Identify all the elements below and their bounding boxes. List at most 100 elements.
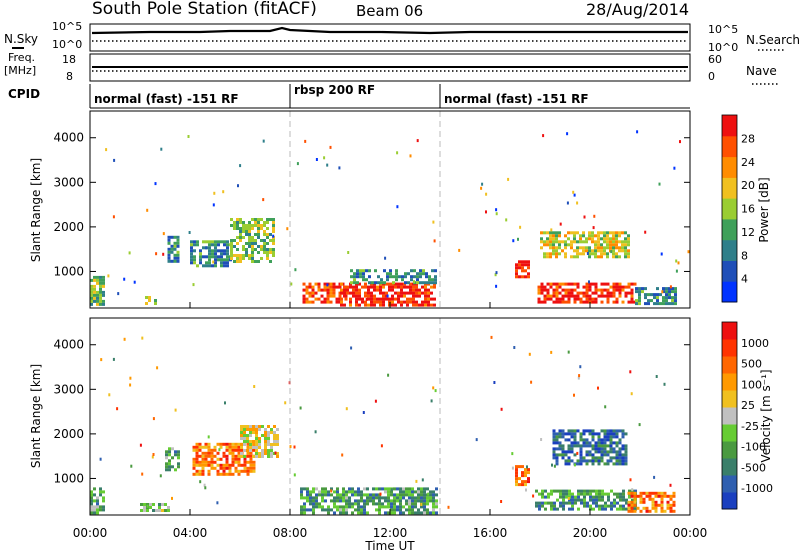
heatmap-cell (609, 441, 613, 445)
heatmap-cell (305, 300, 309, 304)
heatmap-cell (243, 443, 246, 446)
heatmap-cell (419, 281, 422, 285)
heatmap-cell (372, 499, 375, 503)
heatmap-cell (613, 498, 616, 502)
heatmap-cell (176, 259, 180, 263)
heatmap-cell (555, 237, 558, 241)
heatmap-cell (597, 294, 601, 298)
heatmap-cell (257, 227, 260, 230)
heatmap-cell (190, 255, 193, 259)
heatmap-cell (96, 293, 99, 297)
heatmap-cell (93, 505, 96, 509)
heatmap-cell (93, 493, 96, 497)
colorbar-swatch (722, 135, 737, 158)
heatmap-cell (627, 252, 630, 256)
heatmap-cell (402, 493, 405, 497)
heatmap-cell (222, 442, 226, 446)
heatmap-cell (555, 432, 559, 436)
heatmap-cell (267, 449, 270, 452)
heatmap-cell (610, 501, 613, 505)
heatmap-cell (594, 234, 597, 238)
heatmap-cell (202, 246, 205, 250)
heatmap-cell (552, 234, 555, 238)
heatmap-cell (573, 249, 576, 253)
heatmap-cell (669, 509, 673, 513)
heatmap-cell (231, 448, 235, 452)
heatmap-cell (378, 487, 381, 491)
heatmap-cell (324, 493, 327, 497)
heatmap-cell (549, 252, 552, 256)
heatmap-cell (435, 505, 438, 509)
heatmap-cell (214, 261, 217, 265)
heatmap-cell (330, 493, 333, 497)
heatmap-cell (342, 487, 345, 491)
heatmap-cell (568, 492, 571, 496)
heatmap-cell (93, 299, 96, 303)
heatmap-cell (234, 448, 238, 452)
heatmap-cell (606, 450, 610, 454)
heatmap-cell (102, 496, 105, 500)
heatmap-cell (382, 303, 385, 307)
heatmap-cell (329, 282, 333, 286)
heatmap-cell (547, 492, 550, 496)
heatmap-cell (236, 218, 239, 221)
heatmap-cell (370, 297, 373, 301)
heatmap-cell (515, 275, 518, 279)
heatmap-cell (396, 487, 399, 491)
heatmap-cell (219, 445, 223, 449)
heatmap-cell (624, 240, 627, 244)
heatmap-cell (321, 499, 324, 503)
heatmap-cell (376, 297, 379, 301)
heatmap-cell (205, 264, 208, 268)
heatmap-cell (263, 224, 266, 227)
heatmap-cell (266, 254, 269, 257)
heatmap-cell (622, 489, 625, 493)
heatmap-cell (320, 288, 324, 292)
heatmap-cell (192, 460, 196, 464)
heatmap-cell (270, 446, 273, 449)
heatmap-cell (236, 224, 239, 227)
heatmap-cell (173, 259, 177, 263)
heatmap-cell (327, 493, 330, 497)
heatmap-cell (204, 442, 208, 446)
heatmap-cell (618, 288, 622, 292)
heatmap-cell (248, 242, 251, 245)
heatmap-cell (190, 261, 193, 265)
heatmap-cell (546, 282, 550, 286)
heatmap-cell (654, 500, 658, 504)
heatmap-cell (251, 236, 254, 239)
heatmap-cell (515, 477, 518, 481)
heatmap-cell (567, 243, 570, 247)
heatmap-cell (237, 457, 241, 461)
heatmap-cell (359, 269, 362, 273)
heatmap-cell (90, 508, 93, 512)
heatmap-cell (340, 288, 343, 292)
heatmap-cell (627, 506, 631, 510)
heatmap-cell (171, 456, 174, 460)
heatmap-cell (314, 430, 317, 434)
heatmap-cell (276, 428, 279, 431)
heatmap-cell (435, 502, 438, 506)
heatmap-cell (355, 297, 358, 301)
heatmap-cell (171, 496, 173, 500)
heatmap-cell (269, 260, 272, 263)
heatmap-cell (588, 252, 591, 256)
heatmap-cell (335, 300, 339, 304)
heatmap-cell (409, 154, 412, 158)
heatmap-cell (624, 246, 627, 250)
heatmap-cell (627, 249, 630, 253)
heatmap-cell (90, 296, 93, 300)
heatmap-cell (570, 246, 573, 250)
heatmap-cell (571, 498, 574, 502)
heatmap-cell (263, 221, 266, 224)
heatmap-cell (205, 240, 208, 244)
heatmap-cell (364, 291, 367, 295)
heatmap-cell (192, 457, 196, 461)
heatmap-cell (589, 504, 592, 508)
heatmap-cell (315, 496, 318, 500)
heatmap-cell (255, 446, 258, 449)
heatmap-cell (245, 248, 248, 251)
heatmap-cell (312, 487, 315, 491)
heatmap-cell (396, 508, 399, 512)
